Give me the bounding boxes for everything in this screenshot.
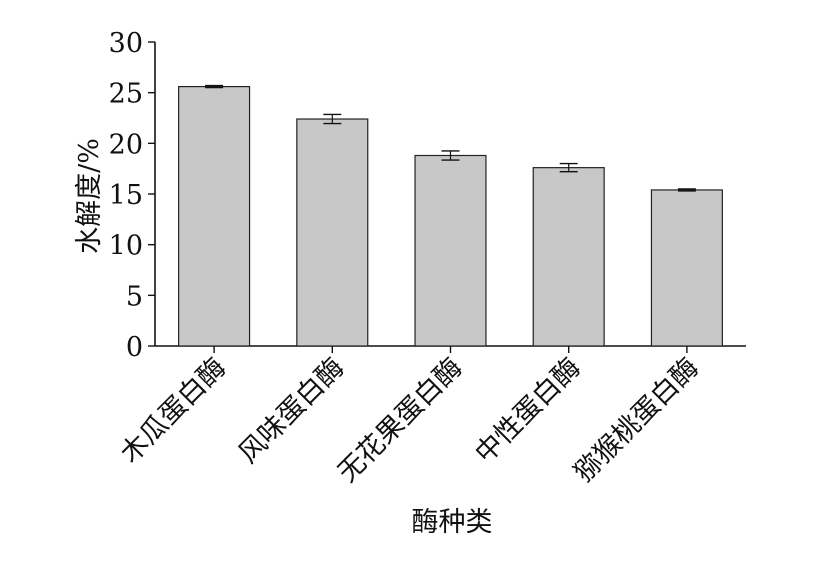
y-tick-label: 15 bbox=[109, 180, 143, 211]
bar bbox=[178, 85, 251, 347]
x-tick-label: 无花果蛋白酶 bbox=[332, 352, 468, 488]
x-axis-label: 酶种类 bbox=[412, 507, 493, 538]
y-tick-label: 0 bbox=[126, 332, 143, 363]
y-axis-label: 水解度/% bbox=[74, 138, 105, 254]
bar bbox=[296, 118, 369, 347]
y-tick-label: 5 bbox=[126, 281, 143, 312]
bar bbox=[414, 154, 487, 347]
bar bbox=[650, 189, 723, 347]
bars bbox=[178, 85, 723, 347]
y-tick-label: 10 bbox=[109, 231, 143, 262]
error-bars bbox=[205, 84, 696, 192]
x-tick-label: 中性蛋白酶 bbox=[469, 352, 586, 469]
y-tick-label: 30 bbox=[109, 28, 143, 59]
x-tick-label: 猕猴桃蛋白酶 bbox=[568, 352, 704, 488]
y-tick-label: 25 bbox=[109, 79, 143, 110]
y-tick-label: 20 bbox=[109, 129, 143, 160]
x-tick-label: 风味蛋白酶 bbox=[233, 352, 350, 469]
y-ticks: 0 5 10 15 20 25 30 bbox=[109, 28, 155, 363]
bar bbox=[532, 167, 605, 347]
x-tick-label: 木瓜蛋白酶 bbox=[115, 352, 232, 469]
